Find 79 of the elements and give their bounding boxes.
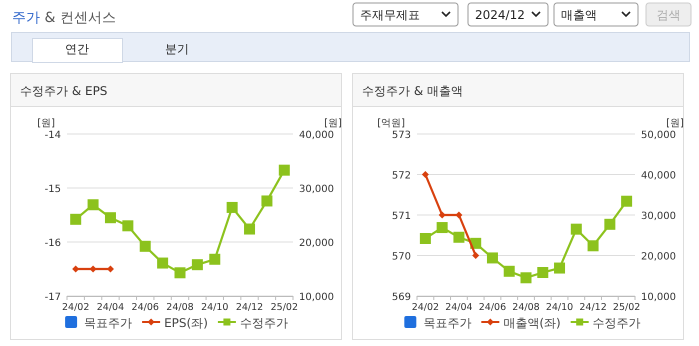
y2-tick-label: 10,000 (299, 292, 334, 303)
x-tick-label: 24/08 (512, 302, 540, 313)
point (140, 240, 151, 252)
y2-tick-label: 20,000 (641, 252, 676, 262)
x-tick-label: 24/06 (132, 302, 159, 313)
x-tick-label: 24/04 (96, 302, 124, 313)
y-axis-title: [원] (37, 118, 56, 129)
x-tick-label: 24/06 (478, 302, 506, 313)
text: 주가 & 컨센서스 (12, 10, 116, 26)
point (278, 164, 290, 176)
point (453, 232, 464, 243)
x-tick-label: 24/08 (166, 302, 194, 313)
text: 매출액 (561, 8, 597, 22)
legend-label: 수정주가 (240, 316, 288, 330)
legend-label: 매출액(좌) (503, 316, 561, 330)
y-tick-label: 573 (392, 130, 411, 141)
x-tick-label: 24/12 (579, 302, 607, 313)
y-tick-label: -17 (44, 292, 61, 303)
y2-tick-label: 40,000 (641, 170, 676, 182)
point (504, 266, 515, 277)
point (70, 214, 82, 225)
text: 분기 (165, 42, 189, 56)
y-tick-label: 572 (392, 170, 411, 182)
point (209, 254, 220, 265)
legend-label: EPS(좌) (164, 316, 208, 330)
text: 주재무제표 (360, 8, 420, 22)
point (472, 252, 480, 259)
y-tick-label: -15 (44, 184, 61, 195)
x-tick-label: 24/04 (445, 302, 473, 313)
point (122, 220, 134, 232)
legend-label: 수정주가 (592, 316, 641, 330)
chart-title: 수정주가 & 매출액 (362, 84, 463, 98)
point (604, 218, 616, 230)
x-tick-label: 24/10 (546, 302, 574, 313)
point (226, 202, 238, 213)
y-axis-title: [억원] (377, 118, 406, 129)
x-tick-label: 24/10 (201, 302, 228, 313)
point (174, 267, 186, 278)
point (192, 259, 203, 270)
point (537, 267, 548, 278)
y-tick-label: -16 (44, 238, 61, 249)
text: 검색 (656, 8, 680, 22)
point (621, 196, 632, 207)
point (420, 232, 431, 244)
y-tick-label: 570 (392, 252, 411, 262)
chart-title: 수정주가 & EPS (20, 84, 108, 98)
point (261, 195, 272, 206)
y-tick-label: 571 (392, 211, 411, 222)
y2-axis-title: [원] (666, 118, 684, 129)
y-tick-label: -14 (44, 130, 61, 141)
point (157, 258, 168, 269)
point (520, 272, 532, 284)
x-tick-label: 24/02 (62, 302, 90, 313)
x-tick-label: 24/02 (412, 302, 440, 313)
point (438, 212, 446, 218)
y2-tick-label: 40,000 (299, 130, 334, 141)
point (422, 171, 429, 178)
x-tick-label: 25/02 (612, 302, 640, 313)
point (554, 262, 566, 274)
x-tick-label: 24/12 (236, 302, 264, 313)
point (588, 240, 599, 252)
y2-tick-label: 30,000 (641, 211, 676, 222)
legend-label: 목표주가 (423, 316, 472, 330)
y2-tick-label: 20,000 (299, 238, 334, 249)
point (104, 212, 116, 224)
y2-tick-label: 50,000 (641, 130, 676, 141)
y2-tick-label: 30,000 (299, 184, 334, 195)
text: 연간 (65, 42, 89, 56)
point (436, 222, 448, 234)
y-tick-label: 569 (392, 292, 411, 303)
point (244, 224, 256, 235)
point (570, 224, 582, 235)
legend-label: 목표주가 (84, 316, 132, 330)
x-tick-label: 25/02 (270, 302, 298, 313)
text: 2024/12 (475, 8, 525, 22)
y2-axis-title: [원] (324, 118, 342, 129)
y2-tick-label: 10,000 (641, 292, 676, 303)
point (486, 252, 498, 264)
point (88, 199, 99, 210)
